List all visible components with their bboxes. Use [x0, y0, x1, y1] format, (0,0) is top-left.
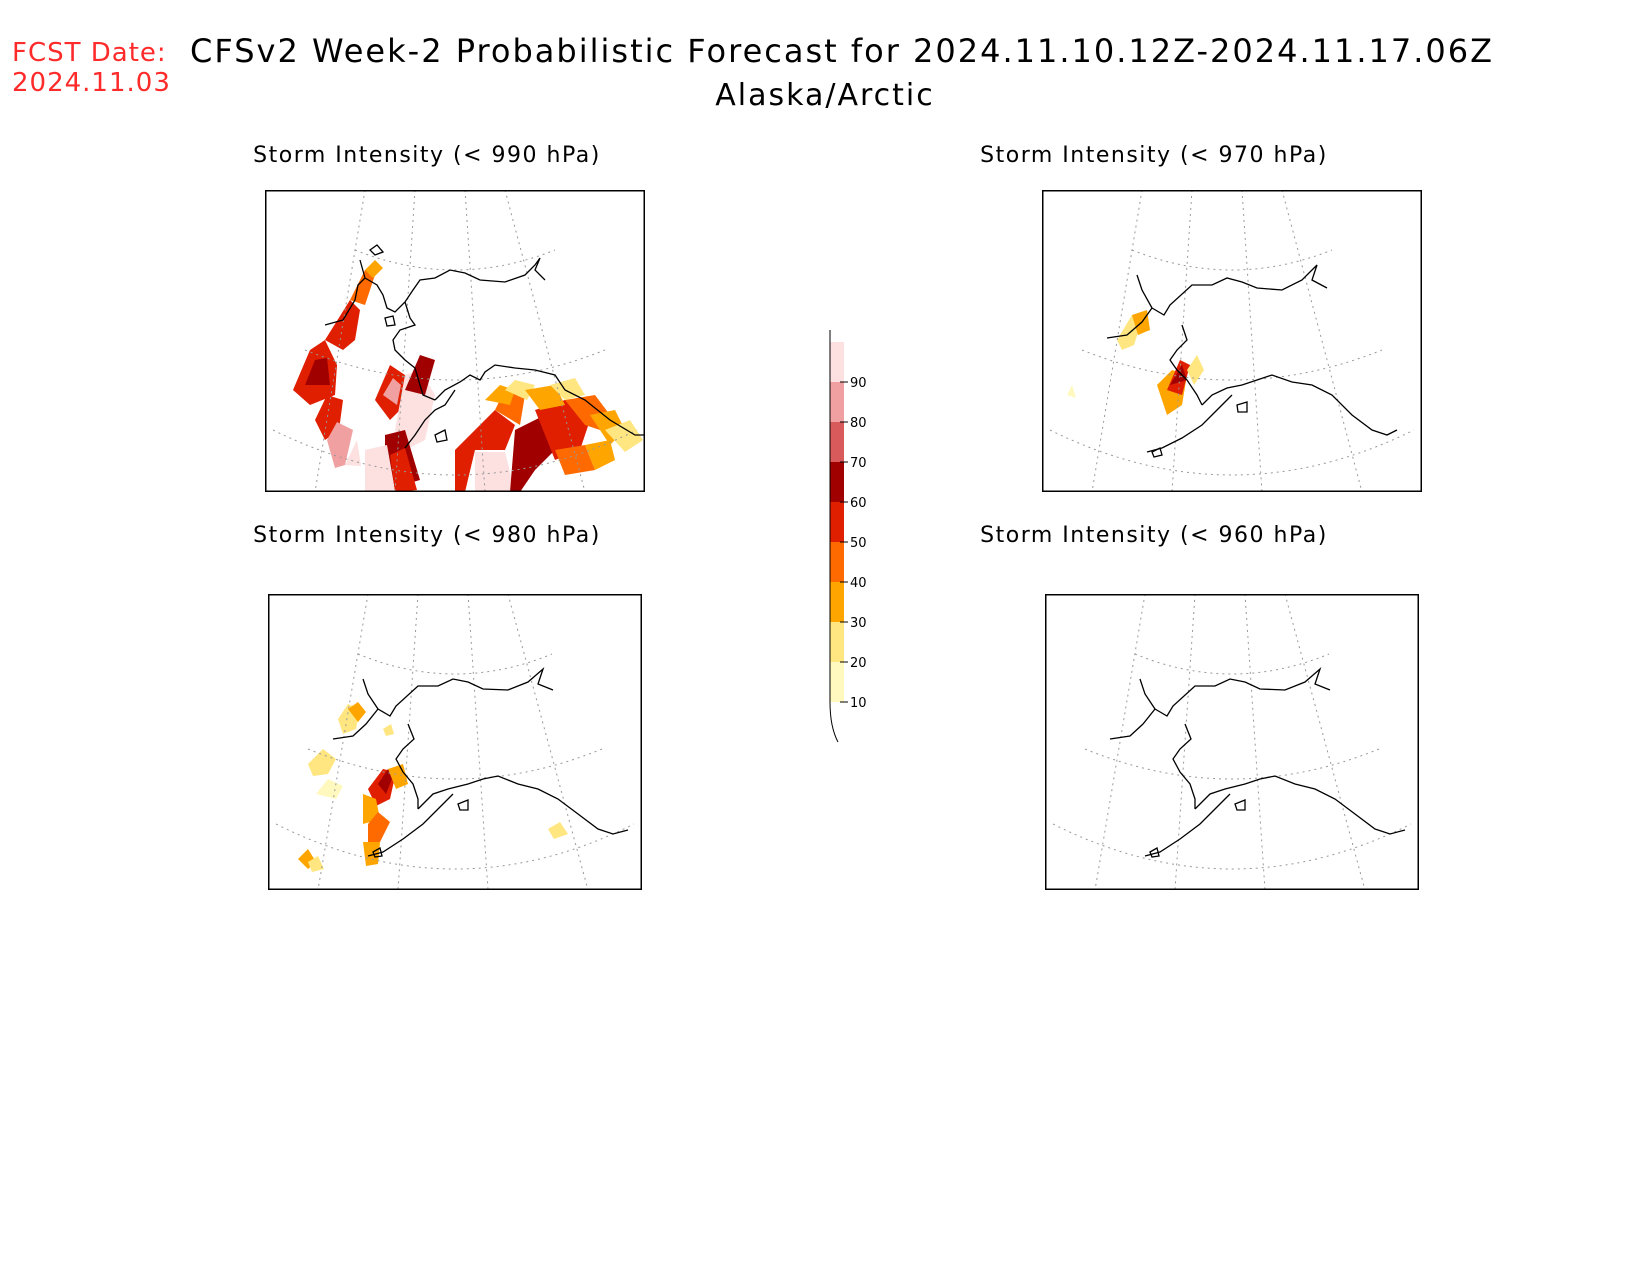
colorbar-top-tail	[829, 301, 839, 342]
colorbar-label: 10	[850, 696, 867, 711]
colorbar-label: 80	[850, 416, 867, 431]
colorbar-bottom-tail	[829, 701, 839, 743]
colorbar-swatch	[830, 462, 844, 502]
panel-title-980: Storm Intensity (< 980 hPa)	[253, 523, 601, 548]
graticule-970	[1049, 190, 1415, 492]
graticule-990	[272, 190, 638, 492]
graticule-980	[275, 594, 635, 890]
colorbar-label: 20	[850, 656, 867, 671]
probability-fill-990	[293, 260, 643, 492]
panel-title-970: Storm Intensity (< 970 hPa)	[980, 143, 1328, 168]
coastline-960	[1109, 666, 1406, 858]
map-panel-970	[1042, 190, 1422, 492]
panel-title-990: Storm Intensity (< 990 hPa)	[253, 143, 601, 168]
colorbar-label: 90	[850, 376, 867, 391]
coastline-980	[332, 666, 629, 858]
panel-title-960: Storm Intensity (< 960 hPa)	[980, 523, 1328, 548]
colorbar-label: 60	[850, 496, 867, 511]
map-panel-990	[265, 190, 645, 492]
coastline-970	[1106, 264, 1398, 458]
map-980-svg	[268, 594, 642, 890]
colorbar-label: 40	[850, 576, 867, 591]
map-990-border	[265, 190, 645, 492]
map-970-border	[1042, 190, 1422, 492]
colorbar-swatch	[830, 622, 844, 662]
colorbar-swatch	[830, 382, 844, 422]
colorbar-label: 30	[850, 616, 867, 631]
colorbar-swatch	[830, 502, 844, 542]
map-970-svg	[1042, 190, 1422, 492]
forecast-date-value: 2024.11.03	[12, 68, 171, 98]
colorbar-label: 70	[850, 456, 867, 471]
colorbar-swatch	[830, 422, 844, 462]
colorbar-swatch	[830, 542, 844, 582]
probability-fill-970	[1067, 310, 1204, 415]
colorbar-swatch	[830, 662, 844, 702]
colorbar-swatch	[830, 582, 844, 622]
map-960-svg	[1045, 594, 1419, 890]
map-990-svg	[265, 190, 645, 492]
page-title: CFSv2 Week-2 Probabilistic Forecast for …	[190, 32, 1495, 70]
map-960-border	[1045, 594, 1419, 890]
colorbar-swatch	[830, 342, 844, 382]
map-panel-960	[1045, 594, 1419, 890]
colorbar: 10 20 30 40 50 60 70 80 90	[820, 301, 880, 754]
forecast-date-block: FCST Date: 2024.11.03	[12, 38, 171, 98]
forecast-date-label: FCST Date:	[12, 38, 167, 68]
region-subtitle: Alaska/Arctic	[715, 78, 935, 113]
colorbar-label: 50	[850, 536, 867, 551]
coastline-990	[324, 244, 645, 449]
colorbar-svg: 10 20 30 40 50 60 70 80 90	[829, 301, 867, 743]
map-panel-980	[268, 594, 642, 890]
graticule-960	[1052, 594, 1412, 890]
map-980-border	[268, 594, 642, 890]
